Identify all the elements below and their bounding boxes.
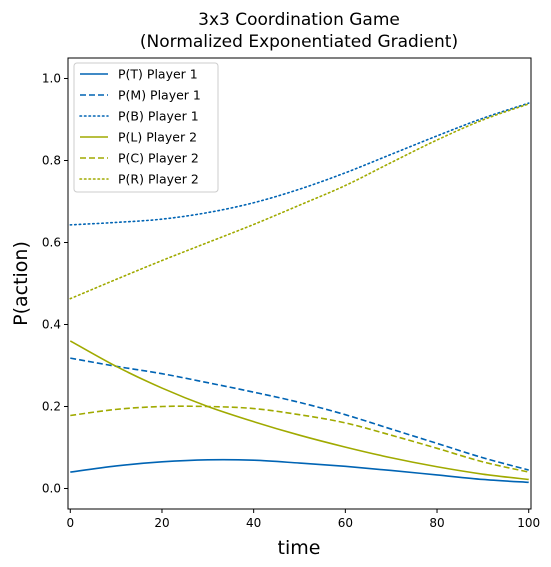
legend-label: P(M) Player 1 [118,88,201,103]
y-tick-label: 1.0 [42,72,61,86]
series-line-6 [69,103,530,300]
y-tick-label: 0.4 [42,318,61,332]
y-tick-label: 0.8 [42,154,61,168]
legend-label: P(L) Player 2 [118,130,197,145]
x-tick-label: 20 [154,516,169,530]
legend-box [73,62,219,193]
legend-label: P(T) Player 1 [118,67,198,82]
y-tick-label: 0.6 [42,236,61,250]
series-line-4 [69,340,529,481]
chart-title: 3x3 Coordination Game [198,10,400,30]
x-tick-label: 100 [517,516,540,530]
plot-frame [67,57,532,510]
legend-label: P(C) Player 2 [118,151,199,166]
x-axis: 0 20 40 60 80 100 [66,509,540,530]
y-axis-label: P(action) [10,241,32,326]
series-layer [69,102,530,484]
chart-subtitle: (Normalized Exponentiated Gradient) [140,32,458,52]
x-tick-label: 60 [338,516,353,530]
y-tick-label: 0.0 [42,482,61,496]
x-tick-label: 40 [246,516,261,530]
series-line-3 [69,102,530,226]
x-tick-label: 80 [429,516,444,530]
y-axis: 0.0 0.2 0.4 0.6 0.8 1.0 [42,72,68,496]
series-line-2 [70,357,529,471]
series-line-5 [70,405,529,473]
series-line-1 [70,458,529,484]
legend-label: P(B) Player 1 [118,109,199,124]
x-axis-label: time [278,537,321,559]
y-tick-label: 0.2 [42,400,61,414]
x-tick-label: 0 [66,516,74,530]
legend: P(T) Player 1 P(M) Player 1 P(B) Player 1 P… [73,62,219,193]
legend-label: P(R) Player 2 [118,172,199,187]
